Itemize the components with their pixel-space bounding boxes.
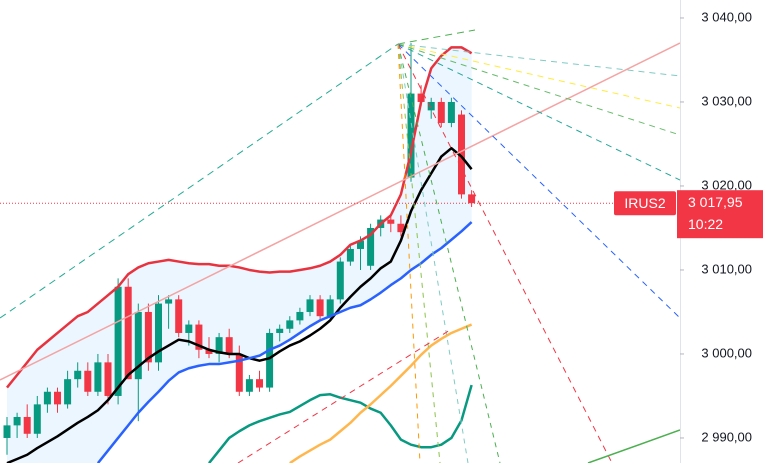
y-tick-label: 3 000,00	[701, 345, 752, 360]
candle-body	[326, 299, 334, 317]
candle-body	[427, 101, 435, 111]
symbol-tag	[614, 191, 676, 216]
indicator-line	[96, 221, 473, 463]
y-tick-label: 3 040,00	[701, 9, 752, 24]
candle-body	[387, 219, 395, 224]
candle-body	[195, 324, 203, 350]
candle-body	[3, 425, 11, 438]
candle-body	[296, 311, 304, 321]
candle-body	[74, 370, 82, 380]
fan-line	[0, 43, 399, 319]
candle-body	[54, 391, 61, 405]
candle-body	[407, 93, 415, 178]
candle-body	[94, 362, 102, 392]
fan-line	[397, 43, 441, 463]
band-fill	[7, 47, 472, 463]
candle-body	[175, 299, 183, 333]
plot-pane	[3, 43, 476, 463]
candle-body	[144, 311, 152, 363]
candle-body	[346, 248, 354, 262]
candle-body	[155, 303, 162, 363]
candle-body	[256, 379, 263, 388]
candle-body	[286, 320, 294, 329]
candle-body	[84, 370, 92, 392]
y-tick-label: 3 020,00	[701, 177, 752, 192]
candle-body	[336, 261, 344, 300]
candle-body	[114, 286, 122, 396]
candle-body	[245, 379, 253, 392]
candle-body	[447, 101, 455, 123]
candle-body	[397, 223, 405, 233]
candle-body	[215, 337, 223, 354]
fan-drawings	[0, 29, 680, 463]
indicator-line	[208, 384, 473, 463]
candle-body	[437, 101, 445, 123]
candle-body	[185, 324, 193, 333]
indicator-line	[6, 146, 473, 463]
y-tick-label: 3 010,00	[701, 261, 752, 276]
fan-line	[237, 329, 451, 463]
y-tick-label: 2 990,00	[701, 429, 752, 444]
trend-line	[587, 429, 680, 463]
indicator-line	[6, 46, 473, 389]
candle-body	[104, 362, 112, 396]
fan-line	[397, 43, 680, 77]
candle-body	[43, 391, 51, 405]
price-tag	[677, 190, 763, 239]
price-label: 3 017,95	[688, 194, 743, 210]
candle-body	[13, 416, 21, 426]
candle-body	[165, 299, 173, 304]
indicator-line	[289, 323, 473, 463]
fan-line	[397, 29, 476, 45]
fan-line	[397, 43, 613, 463]
fan-line	[397, 43, 469, 463]
candle-body	[306, 299, 314, 312]
trend-line	[0, 42, 680, 381]
candle-body	[276, 328, 284, 333]
symbol-label: IRUS2	[624, 195, 665, 211]
fan-line	[397, 43, 680, 136]
fan-line	[397, 43, 680, 181]
fan-line	[397, 43, 680, 109]
candle-body	[23, 416, 31, 434]
y-tick-label: 3 030,00	[701, 93, 752, 108]
candle-body	[134, 311, 142, 380]
candle-body	[367, 227, 375, 266]
candle-body	[357, 240, 364, 249]
candle-body	[33, 404, 41, 434]
candle-body	[468, 194, 476, 204]
candle-body	[225, 337, 233, 354]
candle-body	[124, 286, 132, 380]
candle-body	[235, 353, 243, 392]
candle-body	[316, 299, 324, 317]
candle-body	[458, 114, 465, 195]
fan-line	[397, 43, 501, 463]
countdown-label: 10:22	[688, 216, 723, 232]
candle-body	[64, 379, 72, 405]
candle-body	[266, 332, 274, 388]
candle-body	[205, 349, 213, 354]
